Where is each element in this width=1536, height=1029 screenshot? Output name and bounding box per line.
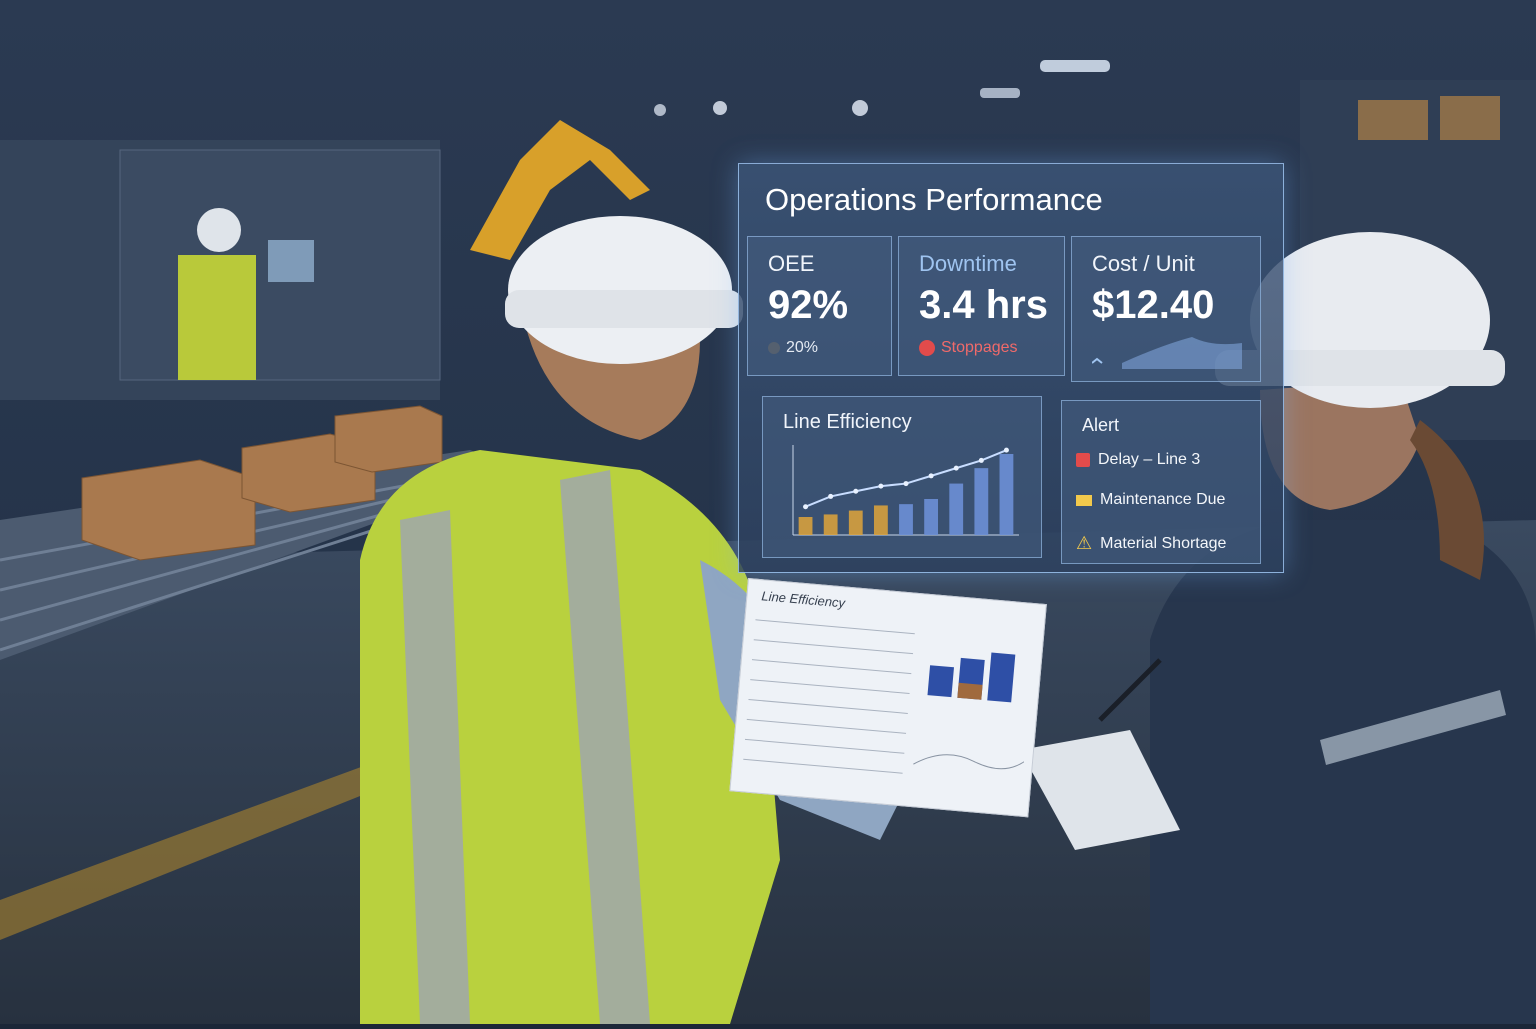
paper-table — [743, 619, 1025, 774]
stoppage-dot-icon — [919, 340, 935, 356]
sparkline-area — [1122, 337, 1242, 369]
kpi-card-oee[interactable]: OEE 92% 20% — [747, 236, 892, 376]
chart-point — [803, 504, 809, 510]
paper-bar-segment — [957, 682, 983, 700]
chart-point — [978, 457, 984, 463]
alert-item-maintenance[interactable]: Maintenance Due — [1076, 491, 1225, 509]
kpi-value: $12.40 — [1092, 283, 1215, 327]
chart-bar — [873, 505, 888, 535]
alert-item-material[interactable]: ⚠ Material Shortage — [1076, 533, 1226, 554]
alert-panel[interactable]: Alert Delay – Line 3 Maintenance Due ⚠ M… — [1061, 400, 1261, 564]
chart-bar — [924, 499, 939, 535]
paper-report[interactable]: Line Efficiency — [729, 578, 1047, 818]
paper-bar — [927, 665, 955, 698]
chart-point — [903, 481, 909, 487]
chart-title: Line Efficiency — [783, 411, 912, 433]
chart-point — [1003, 447, 1009, 453]
chart-bar — [798, 517, 813, 535]
kpi-sub: 20% — [768, 339, 818, 357]
alert-text: Maintenance Due — [1100, 491, 1226, 508]
cost-trend-sparkline — [1092, 337, 1242, 369]
kpi-card-downtime[interactable]: Downtime 3.4 hrs Stoppages — [898, 236, 1065, 376]
dot-icon — [768, 342, 780, 354]
flag-icon — [1076, 453, 1090, 467]
line-efficiency-card[interactable]: Line Efficiency — [762, 396, 1042, 558]
chart-point — [953, 465, 959, 471]
alert-text: Delay – Line 3 — [1098, 451, 1201, 468]
chart-point — [878, 483, 884, 489]
chart-bar — [848, 510, 863, 535]
dashboard-title: Operations Performance — [765, 182, 1103, 217]
chart-bar — [899, 504, 913, 535]
kpi-value: 92% — [768, 283, 849, 327]
chart-bar — [974, 468, 989, 535]
alert-item-delay[interactable]: Delay – Line 3 — [1076, 451, 1200, 469]
paper-bar — [987, 652, 1016, 703]
kpi-label: Downtime — [919, 251, 1017, 276]
chart-bar — [949, 483, 964, 535]
envelope-icon — [1076, 494, 1092, 506]
kpi-sub: Stoppages — [919, 339, 1018, 357]
line-efficiency-chart — [792, 445, 1019, 536]
plane-icon — [1092, 357, 1103, 364]
alert-title: Alert — [1082, 415, 1120, 435]
chart-point — [828, 493, 834, 499]
kpi-label: Cost / Unit — [1092, 251, 1195, 276]
chart-bar — [823, 514, 838, 535]
chart-bar — [999, 454, 1014, 535]
alert-text: Material Shortage — [1100, 534, 1227, 552]
operations-dashboard: Operations Performance OEE 92% 20% Downt… — [738, 163, 1284, 573]
paper-line — [913, 754, 1025, 770]
chart-point — [928, 473, 934, 479]
paper-title: Line Efficiency — [760, 588, 846, 611]
kpi-card-cost-unit[interactable]: Cost / Unit $12.40 — [1071, 236, 1261, 382]
kpi-sub-text: Stoppages — [941, 339, 1018, 356]
kpi-sub-text: 20% — [786, 339, 819, 356]
chart-point — [853, 488, 859, 494]
warning-icon: ⚠ — [1076, 533, 1093, 553]
kpi-label: OEE — [768, 251, 815, 276]
kpi-value: 3.4 hrs — [919, 283, 1048, 327]
